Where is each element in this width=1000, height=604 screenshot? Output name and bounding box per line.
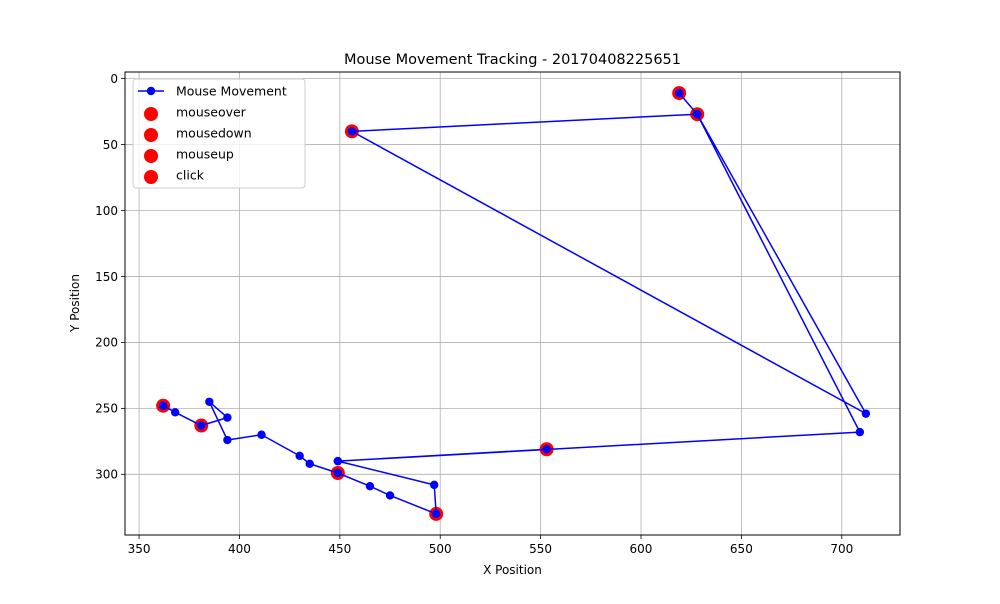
- plot-frame: [124, 71, 901, 536]
- mouse-movement-point: [158, 401, 168, 410]
- legend: Mouse Movement mouseover mousedown mouseup c…: [132, 78, 306, 189]
- legend-marker-swatch: [146, 86, 156, 96]
- x-tick-label: 550: [529, 542, 552, 556]
- chart-title: Mouse Movement Tracking - 20170408225651: [344, 52, 681, 68]
- legend-label: mouseup: [176, 147, 234, 162]
- mouse-movement-point: [223, 435, 232, 445]
- mouse-movement-point: [333, 468, 343, 478]
- y-tick-label: 100: [95, 204, 118, 218]
- x-tick-label: 350: [128, 542, 151, 556]
- x-tick-label: 650: [730, 542, 753, 556]
- x-tick-label: 400: [228, 542, 251, 556]
- y-tick-label: 0: [110, 72, 118, 86]
- x-tick-label: 500: [429, 542, 452, 556]
- mouse-movement-point: [223, 413, 232, 422]
- mouse-movement-point: [693, 110, 702, 119]
- x-tick-label: 450: [328, 542, 351, 556]
- y-tick-label: 200: [95, 336, 118, 350]
- y-tick-label: 300: [95, 468, 118, 482]
- mouse-movement-point: [385, 491, 395, 500]
- mouse-movement-point: [257, 430, 266, 439]
- y-tick-label: 250: [95, 402, 118, 416]
- axis-ticks: 350 400 450 500 550 600 650 700 0 50 100 150 200 250 3…: [95, 72, 853, 556]
- x-axis-label: X Position: [483, 563, 542, 577]
- legend-marker-swatch: [144, 149, 158, 163]
- legend-label: mousedown: [176, 126, 252, 141]
- legend-marker-swatch: [144, 170, 158, 184]
- mouse-movement-point: [170, 408, 180, 417]
- legend-marker-swatch: [144, 128, 158, 142]
- y-tick-label: 50: [103, 138, 118, 152]
- mouse-movement-point: [365, 481, 375, 491]
- legend-box: [132, 78, 306, 189]
- legend-label: click: [176, 168, 205, 183]
- y-tick-label: 150: [95, 270, 118, 284]
- mouse-movement-point: [855, 427, 865, 437]
- legend-label: mouseover: [176, 105, 247, 120]
- mouse-movement-point: [674, 88, 684, 98]
- mouse-movement-point: [197, 421, 206, 430]
- x-tick-label: 700: [830, 542, 853, 556]
- y-axis-label: Y Position: [68, 274, 82, 333]
- mouse-movement-point: [542, 445, 551, 454]
- legend-label: Mouse Movement: [176, 84, 287, 99]
- mouse-movement-point: [432, 509, 441, 519]
- mouse-movement-point: [305, 459, 314, 468]
- mouse-movement-point: [861, 409, 871, 418]
- plot-series: [156, 86, 871, 521]
- mouse-movement-point: [333, 456, 343, 466]
- mouse-movement-point: [205, 397, 214, 406]
- x-tick-label: 600: [630, 542, 653, 556]
- mouse-movement-point: [295, 451, 304, 461]
- mouse-movement-point: [347, 127, 357, 136]
- legend-marker-swatch: [144, 107, 158, 121]
- mouse-movement-point: [429, 480, 439, 490]
